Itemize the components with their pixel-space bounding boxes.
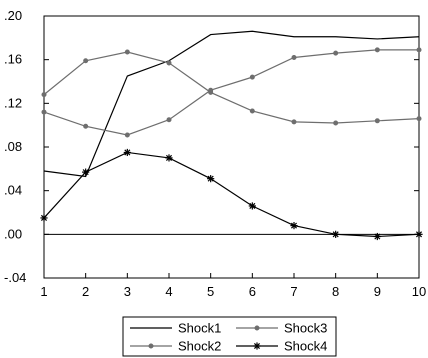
legend-marker-shock4 (253, 342, 261, 350)
data-point-shock3 (124, 132, 130, 138)
data-point-shock3 (208, 87, 214, 93)
y-tick-label: .12 (4, 95, 22, 110)
data-point-shock3 (416, 47, 422, 53)
x-tick-label: 1 (40, 284, 47, 299)
data-point-shock2 (249, 108, 255, 114)
y-axis: -.04 .00 .04 .08 .12 .16 .20 (4, 8, 419, 285)
x-tick-label: 5 (207, 284, 214, 299)
x-tick-label: 9 (374, 284, 381, 299)
y-tick-label: .00 (4, 226, 22, 241)
legend-entry-shock3: Shock3 (236, 321, 327, 336)
star-stroke (40, 214, 48, 221)
legend-label-shock3: Shock3 (284, 321, 327, 336)
data-point-shock3 (374, 47, 380, 53)
legend-entry-shock1: Shock1 (130, 321, 221, 336)
star-stroke (124, 149, 131, 156)
series-shock3 (41, 47, 422, 138)
x-tick-label: 4 (165, 284, 172, 299)
data-point-shock2 (41, 92, 47, 98)
series-layer (40, 30, 423, 241)
legend-entry-shock4: Shock4 (236, 339, 327, 354)
x-tick-label: 8 (332, 284, 339, 299)
legend-label-shock2: Shock2 (178, 339, 221, 354)
x-tick-label: 3 (124, 284, 131, 299)
x-tick-label: 6 (249, 284, 256, 299)
star-stroke (165, 154, 173, 161)
star-stroke (207, 175, 214, 182)
data-point-shock2 (166, 60, 172, 66)
star-stroke (290, 222, 298, 229)
y-tick-label: -.04 (4, 270, 26, 285)
data-point-shock4 (248, 202, 256, 210)
series-line-shock2 (43, 51, 420, 124)
data-point-shock3 (41, 109, 47, 115)
data-point-shock3 (166, 117, 172, 123)
data-point-shock3 (291, 54, 297, 60)
y-tick-label: .20 (4, 8, 22, 23)
x-tick-label: 10 (412, 284, 426, 299)
data-point-shock2 (374, 118, 380, 124)
data-point-shock4 (165, 154, 173, 162)
x-axis: 1 2 3 4 5 6 7 8 9 10 (40, 273, 426, 299)
star-stroke (415, 231, 423, 238)
data-point-shock2 (416, 116, 422, 122)
x-tick-label: 2 (82, 284, 89, 299)
data-point-shock4 (123, 148, 131, 157)
data-point-shock4 (373, 232, 381, 241)
y-tick-label: .16 (4, 52, 22, 67)
data-point-shock4 (40, 214, 48, 222)
series-line-shock3 (43, 49, 419, 136)
legend-box (122, 316, 337, 357)
plot-frame (43, 15, 420, 279)
data-point-shock4 (332, 230, 340, 238)
data-point-shock4 (290, 222, 298, 230)
star-stroke (332, 231, 339, 238)
data-point-shock4 (207, 175, 215, 183)
data-point-shock3 (83, 123, 89, 129)
data-point-shock2 (83, 58, 89, 64)
data-point-shock4 (82, 168, 90, 176)
series-shock4 (40, 148, 423, 241)
star-stroke (374, 233, 381, 240)
legend-label-shock4: Shock4 (284, 339, 327, 354)
x-tick-label: 7 (290, 284, 297, 299)
star-stroke (249, 202, 256, 209)
series-shock2 (41, 49, 422, 126)
y-tick-label: .08 (4, 139, 22, 154)
data-point-shock3 (249, 74, 255, 80)
legend-marker-shock3 (254, 325, 260, 331)
series-shock1 (43, 30, 420, 178)
data-point-shock4 (415, 230, 423, 238)
y-tick-label: .04 (4, 183, 22, 198)
legend-marker-shock2 (148, 343, 154, 349)
series-line-shock1 (43, 30, 420, 178)
series-line-shock4 (43, 151, 420, 238)
data-point-shock2 (124, 49, 130, 55)
data-point-shock3 (333, 50, 339, 56)
data-point-shock2 (291, 119, 297, 125)
star-stroke (82, 169, 89, 176)
legend-entry-shock2: Shock2 (130, 339, 221, 354)
data-point-shock2 (333, 120, 339, 126)
star-stroke (253, 342, 261, 350)
legend: Shock1 Shock3 Shock2 Shock4 (122, 316, 337, 357)
legend-label-shock1: Shock1 (178, 321, 221, 336)
